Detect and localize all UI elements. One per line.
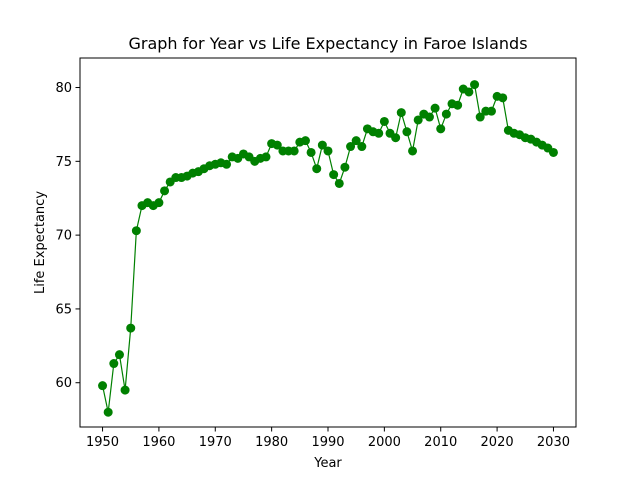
data-point (98, 381, 108, 391)
data-point (222, 159, 232, 169)
plot-area (98, 80, 558, 417)
x-tick-label: 2030 (537, 435, 570, 450)
data-point (300, 136, 310, 146)
x-axis: 1950 1960 1970 1980 1990 2000 2010 2020 2030 (86, 427, 570, 450)
data-point (379, 116, 389, 126)
x-axis-label: Year (313, 456, 342, 471)
data-point (424, 112, 434, 122)
data-point (430, 103, 440, 113)
data-point (126, 323, 136, 333)
data-point (453, 100, 463, 110)
data-point (498, 93, 508, 103)
data-point (103, 407, 113, 417)
data-point (306, 147, 316, 157)
data-point (486, 106, 496, 116)
data-point (391, 133, 401, 143)
x-tick-label: 2010 (424, 435, 457, 450)
data-point (154, 198, 164, 208)
data-point (272, 140, 282, 150)
data-point (374, 128, 384, 138)
x-tick-label: 2000 (368, 435, 401, 450)
x-tick-label: 1970 (199, 435, 232, 450)
data-point (475, 112, 485, 122)
y-tick-label: 80 (55, 81, 72, 96)
x-tick-label: 1980 (255, 435, 288, 450)
data-point (436, 124, 446, 134)
data-point (548, 147, 558, 157)
data-point (312, 164, 322, 174)
data-point (114, 350, 124, 360)
data-point (351, 136, 361, 146)
x-tick-label: 1960 (142, 435, 175, 450)
data-point (334, 178, 344, 188)
y-axis-label: Life Expectancy (33, 191, 48, 294)
data-point (357, 142, 367, 152)
data-point (408, 146, 418, 156)
y-tick-label: 60 (55, 376, 72, 391)
y-tick-label: 70 (55, 229, 72, 244)
data-point (109, 359, 119, 369)
data-point (413, 115, 423, 125)
y-tick-label: 75 (55, 155, 72, 170)
data-point (323, 146, 333, 156)
data-point (441, 109, 451, 119)
series-line (101, 83, 554, 413)
data-point (160, 186, 170, 196)
data-point (470, 80, 480, 90)
y-tick-label: 65 (55, 302, 72, 317)
data-point (289, 146, 299, 156)
data-point (396, 108, 406, 118)
data-point (402, 127, 412, 137)
y-axis: 60 65 70 75 80 (55, 81, 80, 391)
x-tick-label: 1950 (86, 435, 119, 450)
x-tick-label: 1990 (311, 435, 344, 450)
chart-title: Graph for Year vs Life Expectancy in Far… (128, 34, 527, 53)
data-point (346, 142, 356, 152)
data-point (261, 152, 271, 162)
data-point (317, 140, 327, 150)
plot-frame (79, 57, 577, 428)
x-tick-label: 2020 (481, 435, 514, 450)
data-point (329, 170, 339, 180)
data-point (120, 385, 130, 395)
data-point (131, 226, 141, 236)
data-point (340, 162, 350, 172)
data-point (464, 87, 474, 97)
